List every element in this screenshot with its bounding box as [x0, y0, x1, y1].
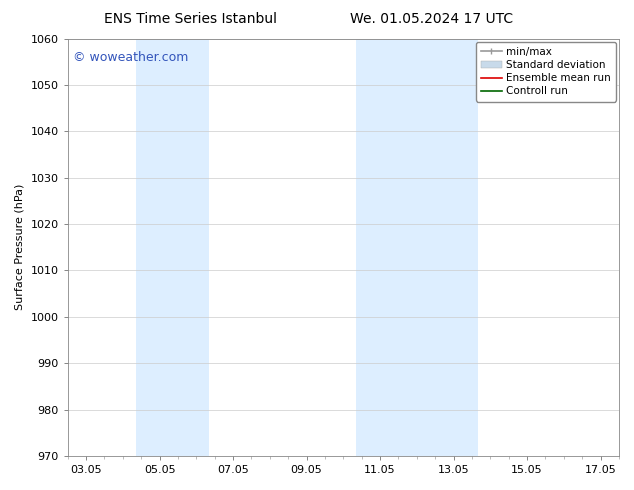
Text: We. 01.05.2024 17 UTC: We. 01.05.2024 17 UTC	[349, 12, 513, 26]
Y-axis label: Surface Pressure (hPa): Surface Pressure (hPa)	[15, 184, 25, 311]
Bar	[356, 39, 404, 456]
Bar	[136, 39, 209, 456]
Text: © woweather.com: © woweather.com	[73, 51, 188, 64]
Legend: min/max, Standard deviation, Ensemble mean run, Controll run: min/max, Standard deviation, Ensemble me…	[476, 42, 616, 101]
Text: ENS Time Series Istanbul: ENS Time Series Istanbul	[104, 12, 276, 26]
Bar	[404, 39, 477, 456]
